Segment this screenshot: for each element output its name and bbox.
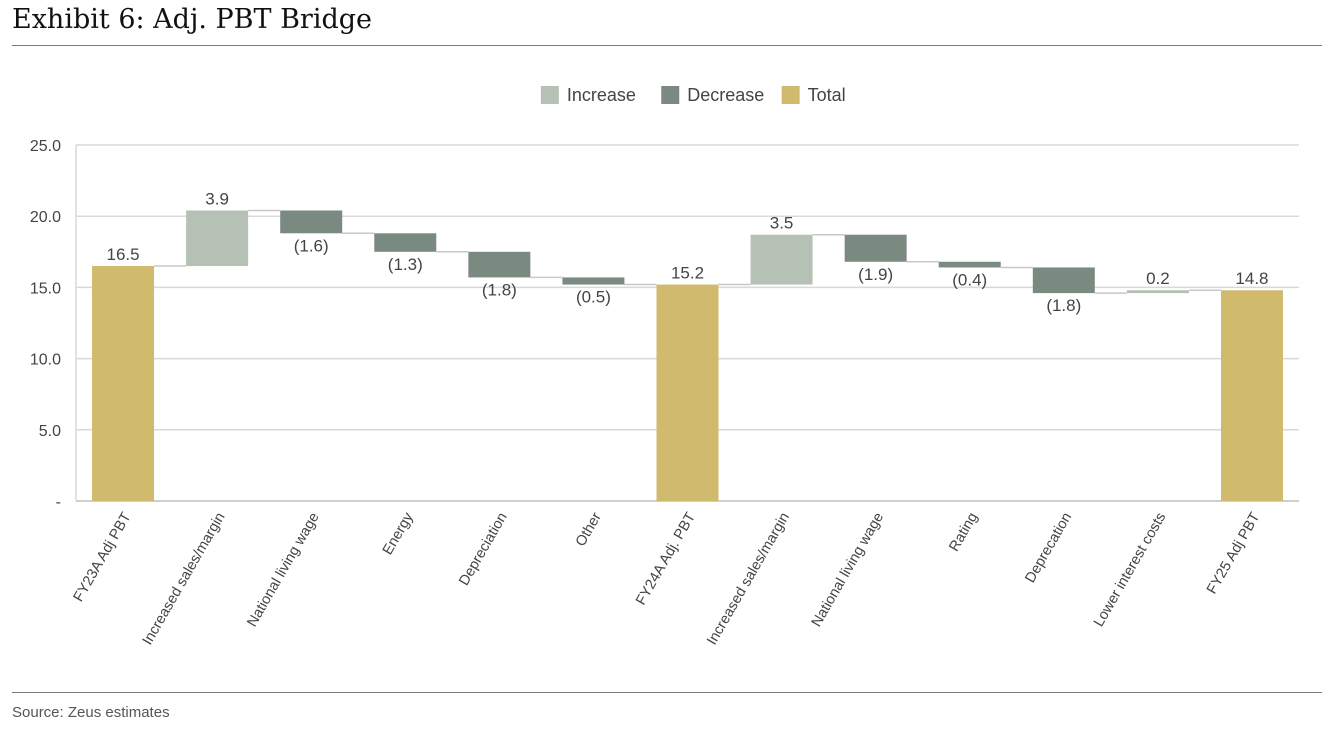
title-divider xyxy=(12,45,1322,46)
x-tick-label: Increased sales/margin xyxy=(140,510,229,648)
source-note: Source: Zeus estimates xyxy=(12,704,170,721)
legend-label-increase: Increase xyxy=(567,85,636,105)
bar-increase xyxy=(750,234,813,285)
bar-decrease xyxy=(844,234,907,262)
data-label: (1.8) xyxy=(1046,296,1081,315)
x-tick-label: National living wage xyxy=(244,510,322,630)
y-tick-label: 25.0 xyxy=(30,138,61,155)
x-tick-label: FY25 Adj PBT xyxy=(1204,510,1263,597)
legend-swatch-total xyxy=(781,86,800,104)
bar-decrease xyxy=(374,233,437,252)
x-tick-label: FY23A Adj PBT xyxy=(71,510,135,605)
legend-swatch-decrease xyxy=(661,86,680,104)
data-label: (1.3) xyxy=(388,255,423,274)
y-tick-label: 15.0 xyxy=(30,280,61,297)
y-tick-label: 5.0 xyxy=(39,423,61,440)
x-tick-label: Increased sales/margin xyxy=(704,510,793,648)
x-axis: FY23A Adj PBT Increased sales/margin Natio… xyxy=(71,509,1264,647)
x-tick-label: Other xyxy=(573,510,605,550)
x-tick-label: Lower interest costs xyxy=(1091,510,1169,630)
data-label: 15.2 xyxy=(671,264,704,283)
legend: Increase Decrease Total xyxy=(540,85,846,105)
x-tick-label: Deprecation xyxy=(1022,510,1075,586)
bar-total xyxy=(656,284,719,501)
footer-divider xyxy=(12,692,1322,693)
data-label: 14.8 xyxy=(1235,269,1268,288)
data-label: (1.9) xyxy=(858,265,893,284)
bar-decrease xyxy=(280,210,343,234)
legend-label-total: Total xyxy=(808,85,846,105)
x-tick-label: Depreciation xyxy=(456,510,511,589)
bars xyxy=(92,210,1283,501)
x-tick-label: National living wage xyxy=(809,510,887,630)
bar-decrease xyxy=(468,251,531,278)
value-labels: 16.5 3.9 (1.6) (1.3) (1.8) (0.5) 15.2 3.5 (1.9) (… xyxy=(106,190,1268,316)
data-label: 3.9 xyxy=(205,190,229,209)
data-label: 3.5 xyxy=(770,214,794,233)
data-label: (0.5) xyxy=(576,288,611,307)
bar-total xyxy=(92,266,155,501)
x-tick-label: Energy xyxy=(380,509,417,557)
data-label: (1.6) xyxy=(294,236,329,255)
y-tick-label: 10.0 xyxy=(30,352,61,369)
bar-decrease xyxy=(1032,267,1095,294)
exhibit-title: Exhibit 6: Adj. PBT Bridge xyxy=(12,4,373,35)
bar-increase xyxy=(186,210,249,267)
y-tick-label: 20.0 xyxy=(30,209,61,226)
data-label: 16.5 xyxy=(106,245,139,264)
data-label: (1.8) xyxy=(482,280,517,299)
data-label: (0.4) xyxy=(952,270,987,289)
bar-increase xyxy=(1126,290,1189,294)
y-tick-label: - xyxy=(56,494,61,511)
bar-decrease xyxy=(938,261,1001,268)
legend-swatch-increase xyxy=(540,86,559,104)
y-axis: - 5.0 10.0 15.0 20.0 25.0 xyxy=(30,138,61,511)
x-tick-label: FY24A Adj. PBT xyxy=(633,510,699,608)
bar-total xyxy=(1220,290,1283,501)
connectors xyxy=(154,209,1221,294)
bar-decrease xyxy=(562,277,625,285)
data-label: 0.2 xyxy=(1146,269,1170,288)
gridlines xyxy=(75,144,1299,502)
legend-label-decrease: Decrease xyxy=(687,85,764,105)
x-tick-label: Rating xyxy=(946,510,981,554)
